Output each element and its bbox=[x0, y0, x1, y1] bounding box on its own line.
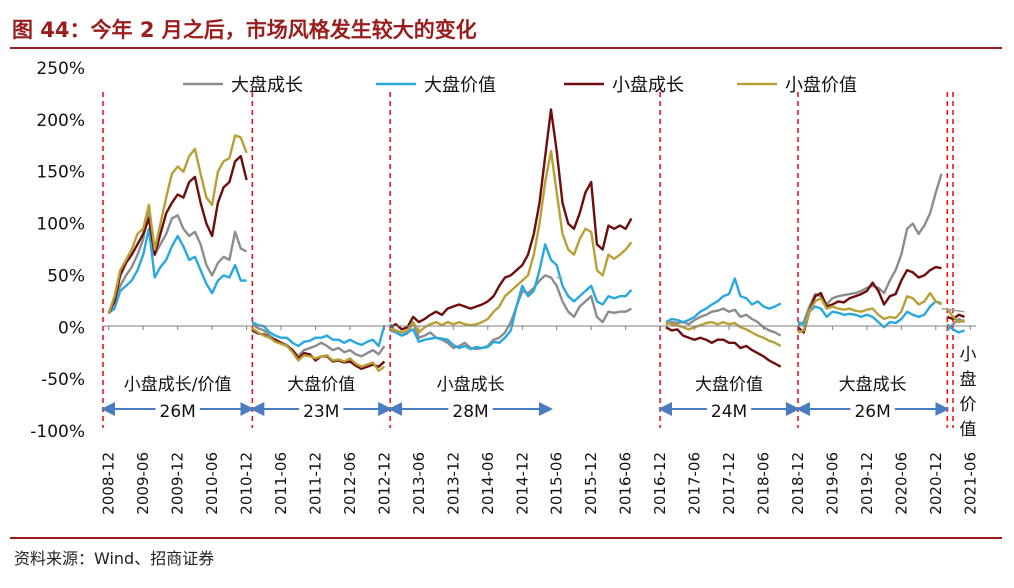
x-tick-label: 2020-06 bbox=[892, 452, 910, 515]
y-tick-label: -50% bbox=[41, 370, 85, 390]
last-period-char: 盘 bbox=[960, 370, 977, 390]
x-tick-label: 2011-12 bbox=[307, 452, 325, 515]
series-line-large-value bbox=[797, 300, 942, 329]
x-tick-label: 2014-12 bbox=[513, 452, 531, 515]
period-duration-label: 24M bbox=[711, 402, 747, 422]
x-tick-label: 2012-12 bbox=[375, 452, 393, 515]
y-tick-label: 250% bbox=[36, 59, 85, 79]
period-duration-label: 28M bbox=[452, 402, 488, 422]
y-tick-label: -100% bbox=[30, 422, 85, 442]
x-tick-label: 2017-12 bbox=[720, 452, 738, 515]
x-tick-label: 2015-06 bbox=[548, 452, 566, 515]
x-tick-label: 2021-06 bbox=[961, 452, 979, 515]
period-duration-label: 26M bbox=[854, 402, 890, 422]
series-line-small-value bbox=[797, 291, 943, 334]
series-line-large-value bbox=[107, 227, 247, 314]
series-line-large-value bbox=[251, 321, 386, 348]
period-duration-label: 26M bbox=[160, 402, 196, 422]
y-tick-label: 50% bbox=[47, 266, 85, 286]
x-tick-label: 2010-12 bbox=[238, 452, 256, 515]
period-style-label: 小盘成长 bbox=[437, 375, 505, 395]
period-style-label: 小盘成长/价值 bbox=[124, 375, 232, 395]
last-period-char: 值 bbox=[960, 420, 977, 440]
x-tick-label: 2008-12 bbox=[100, 452, 118, 515]
x-tick-label: 2016-12 bbox=[651, 452, 669, 515]
period-style-label: 大盘成长 bbox=[839, 375, 907, 395]
series-line-small-value bbox=[107, 134, 248, 315]
series-line-large-growth bbox=[389, 274, 632, 351]
x-tick-label: 2010-06 bbox=[203, 452, 221, 515]
last-period-char: 小 bbox=[960, 345, 977, 365]
x-tick-label: 2009-12 bbox=[169, 452, 187, 515]
series-line-small-value bbox=[665, 320, 782, 348]
reference-line bbox=[941, 307, 965, 313]
x-tick-label: 2019-12 bbox=[858, 452, 876, 515]
period-style-label: 大盘价值 bbox=[695, 375, 763, 395]
y-tick-label: 100% bbox=[36, 215, 85, 235]
source-note: 资料来源：Wind、招商证券 bbox=[14, 549, 215, 568]
x-tick-label: 2013-06 bbox=[410, 452, 428, 515]
legend-label: 小盘成长 bbox=[612, 75, 684, 96]
title-rule bbox=[10, 47, 1002, 49]
y-tick-label: 0% bbox=[58, 318, 85, 338]
y-tick-label: 150% bbox=[36, 163, 85, 183]
x-tick-label: 2014-06 bbox=[479, 452, 497, 515]
series-line-small-growth bbox=[797, 265, 942, 334]
period-duration-label: 23M bbox=[303, 402, 339, 422]
x-tick-label: 2012-06 bbox=[341, 452, 359, 515]
period-style-label: 大盘价值 bbox=[287, 375, 355, 395]
series-line-small-growth bbox=[107, 155, 248, 315]
last-period-char: 价 bbox=[960, 395, 977, 415]
series-line-large-value bbox=[665, 277, 782, 324]
legend-label: 大盘成长 bbox=[231, 75, 303, 96]
x-tick-label: 2015-12 bbox=[582, 452, 600, 515]
x-tick-label: 2013-12 bbox=[444, 452, 462, 515]
series-line-small-value bbox=[946, 307, 965, 324]
legend-label: 小盘价值 bbox=[785, 75, 857, 96]
x-tick-label: 2020-12 bbox=[927, 452, 945, 515]
series-line-large-value bbox=[946, 323, 965, 334]
x-tick-label: 2019-06 bbox=[823, 452, 841, 515]
source-rule bbox=[10, 537, 1002, 539]
series-line-large-value bbox=[389, 243, 633, 351]
x-tick-label: 2018-12 bbox=[789, 452, 807, 515]
series-line-small-value bbox=[389, 149, 633, 334]
series-line-large-growth bbox=[107, 209, 248, 313]
series-line-small-growth bbox=[665, 326, 782, 368]
x-tick-label: 2011-06 bbox=[272, 452, 290, 515]
x-tick-label: 2016-06 bbox=[617, 452, 635, 515]
figure-title: 图 44：今年 2 月之后，市场风格发生较大的变化 bbox=[12, 18, 477, 42]
series-line-small-growth bbox=[946, 313, 965, 321]
series-line-small-value bbox=[251, 327, 386, 372]
series-line-small-growth bbox=[389, 108, 633, 331]
x-tick-label: 2009-06 bbox=[134, 452, 152, 515]
y-tick-label: 200% bbox=[36, 111, 85, 131]
x-tick-label: 2017-06 bbox=[686, 452, 704, 515]
x-tick-label: 2018-06 bbox=[754, 452, 772, 515]
legend-label: 大盘价值 bbox=[424, 75, 496, 96]
